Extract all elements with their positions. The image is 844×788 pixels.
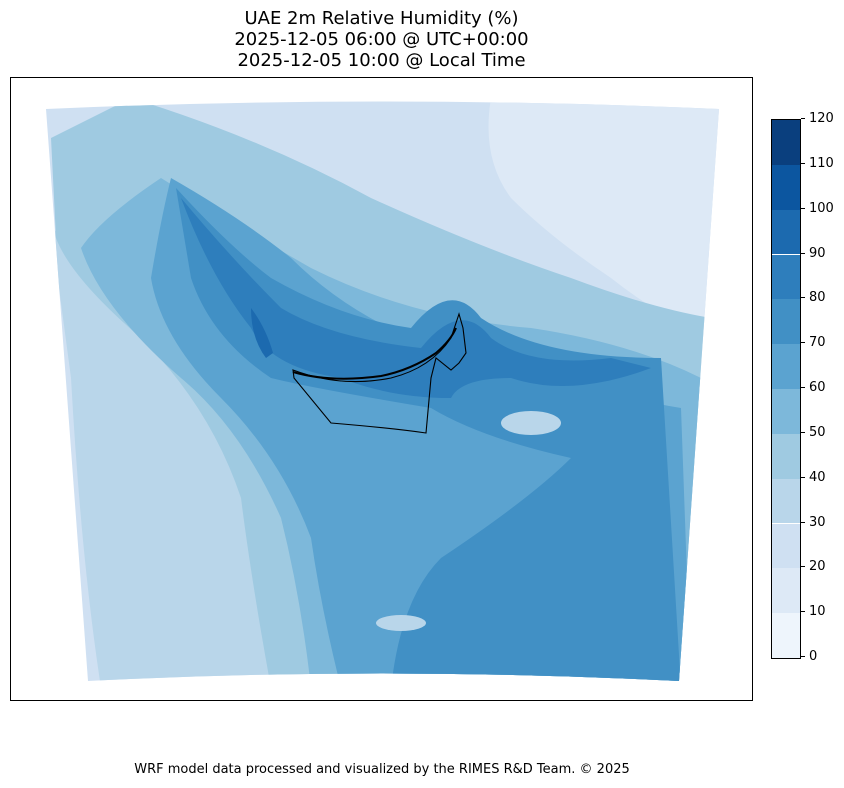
colorbar-tick-label: 100 bbox=[801, 201, 834, 216]
colorbar-segment bbox=[772, 254, 800, 300]
colorbar-tick-label: 0 bbox=[801, 650, 817, 664]
field-30-40 bbox=[51, 228, 311, 681]
chart-title: UAE 2m Relative Humidity (%) 2025-12-05 … bbox=[10, 8, 753, 71]
colorbar-tick-label: 50 bbox=[801, 425, 826, 440]
colorbar bbox=[771, 119, 801, 659]
footer-credit: WRF model data processed and visualized … bbox=[134, 762, 630, 777]
colorbar-segment bbox=[772, 299, 800, 345]
colorbar-tick-label: 70 bbox=[801, 336, 826, 350]
colorbar-tick-label: 90 bbox=[801, 246, 826, 261]
title-line-3: 2025-12-05 10:00 @ Local Time bbox=[237, 50, 526, 71]
colorbar-tick-label: 30 bbox=[801, 515, 826, 530]
colorbar-segment bbox=[772, 568, 800, 614]
map-frame: RIMES bbox=[10, 77, 753, 701]
field-30-40-patch bbox=[501, 411, 561, 435]
field-30-40-patch bbox=[376, 615, 426, 631]
colorbar-tick-label: 80 bbox=[801, 291, 826, 305]
field-90-100 bbox=[251, 308, 273, 358]
field-70-80 bbox=[176, 188, 681, 681]
colorbar-tick-label: 110 bbox=[801, 156, 834, 171]
uae-coastline bbox=[292, 327, 457, 380]
title-line-1: UAE 2m Relative Humidity (%) bbox=[244, 8, 519, 29]
field-10-20-ne bbox=[488, 101, 719, 348]
colorbar-tick-label: 10 bbox=[801, 605, 826, 619]
humidity-map bbox=[46, 101, 719, 681]
colorbar-segment bbox=[772, 389, 800, 434]
colorbar-segment bbox=[772, 164, 800, 210]
colorbar-segment bbox=[772, 613, 800, 658]
colorbar-segment bbox=[772, 344, 800, 389]
colorbar-segment bbox=[772, 523, 800, 569]
colorbar-segment bbox=[772, 209, 800, 255]
colorbar-tick-label: 20 bbox=[801, 560, 826, 574]
field-80-90 bbox=[181, 198, 651, 398]
colorbar-segment bbox=[772, 478, 800, 524]
colorbar-tick-label: 120 bbox=[801, 112, 834, 126]
colorbar-segment bbox=[772, 120, 800, 165]
title-line-2: 2025-12-05 06:00 @ UTC+00:00 bbox=[234, 29, 529, 50]
colorbar-segment bbox=[772, 433, 800, 479]
colorbar-tick-label: 60 bbox=[801, 381, 826, 395]
colorbar-tick-label: 40 bbox=[801, 470, 826, 485]
